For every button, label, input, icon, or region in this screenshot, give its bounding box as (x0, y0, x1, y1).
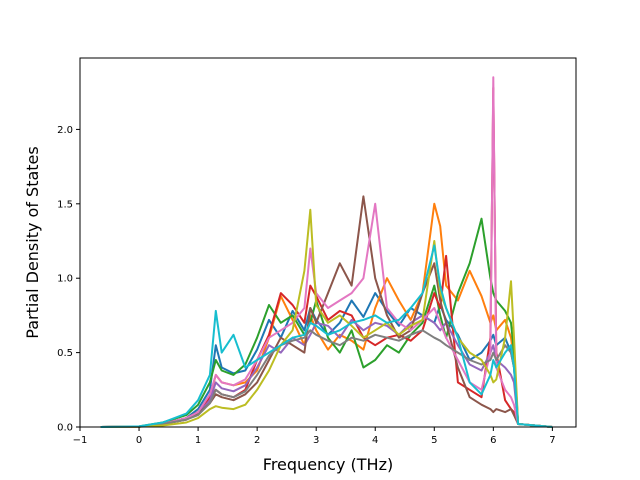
x-tick-label: 7 (549, 435, 555, 446)
x-tick-label: 0 (136, 435, 142, 446)
series-line-6 (100, 195, 553, 428)
y-tick-label: 2.0 (57, 125, 73, 136)
y-axis-label: Partial Density of States (23, 146, 42, 338)
y-tick-label: 1.0 (57, 274, 73, 285)
x-axis-ticks: −1 0 1 2 3 4 5 6 7 (73, 427, 556, 446)
series-line-5 (100, 314, 553, 428)
series-line-7 (100, 76, 553, 428)
x-axis-label: Frequency (THz) (263, 455, 393, 474)
y-tick-label: 1.5 (57, 199, 73, 210)
y-tick-label: 0.0 (57, 423, 73, 434)
x-tick-label: 5 (431, 435, 437, 446)
x-tick-label: 3 (313, 435, 319, 446)
x-tick-label: 2 (254, 435, 260, 446)
plot-frame (79, 57, 577, 428)
series-line-9 (100, 208, 553, 428)
series-layer (100, 76, 553, 428)
x-tick-label: 4 (372, 435, 378, 446)
y-axis-ticks: 0.0 0.5 1.0 1.5 2.0 (57, 125, 80, 434)
series-line-8 (100, 329, 553, 428)
x-tick-label: 6 (490, 435, 496, 446)
x-tick-label: 1 (195, 435, 201, 446)
series-line-10 (100, 244, 553, 428)
series-line-1 (100, 292, 553, 428)
y-tick-label: 0.5 (57, 348, 73, 359)
x-tick-label: −1 (73, 435, 88, 446)
